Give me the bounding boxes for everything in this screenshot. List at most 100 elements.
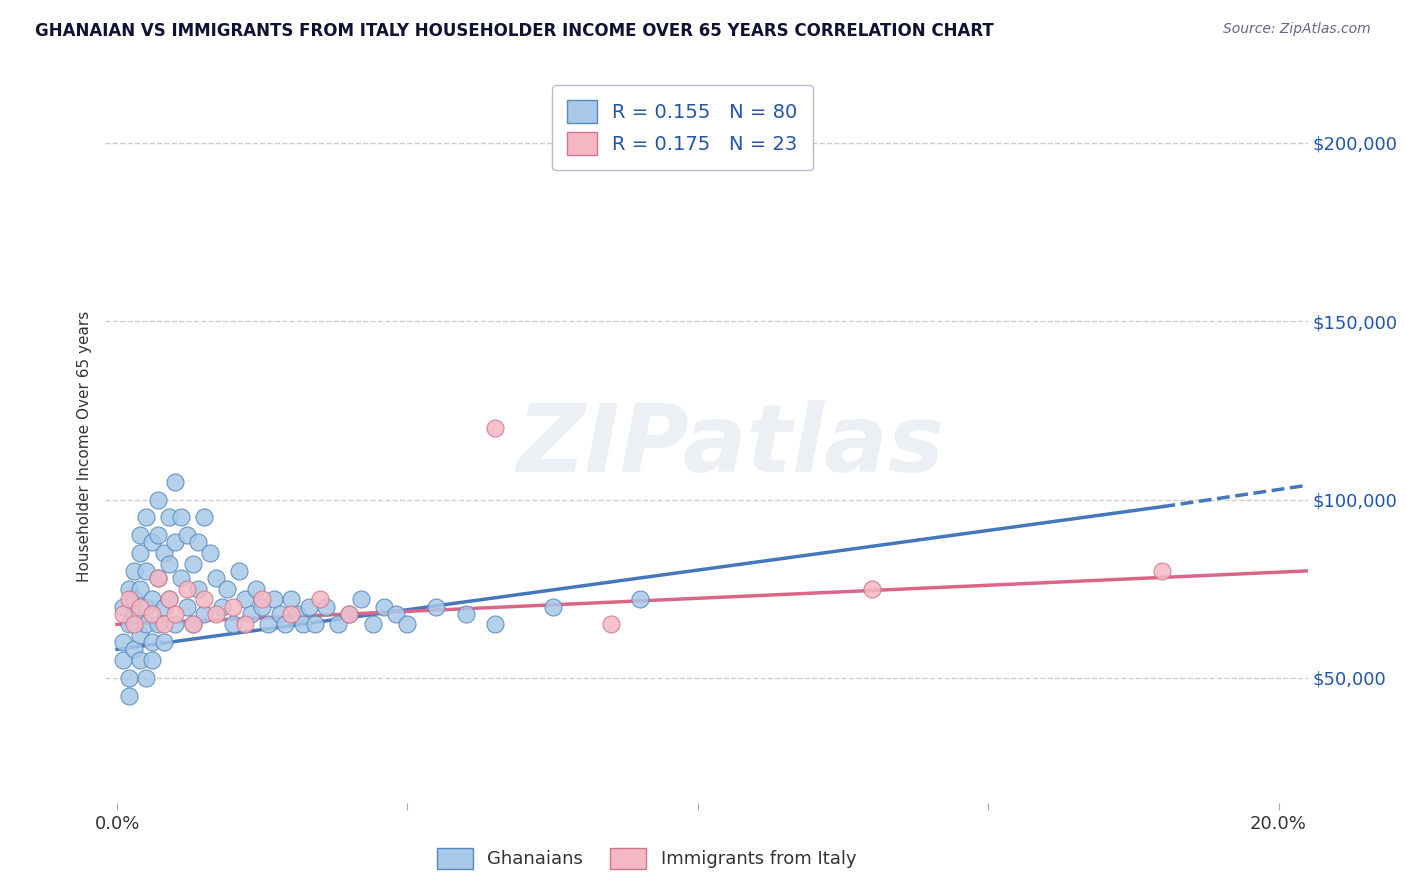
Point (118, 582, 141, 596)
Point (233, 617, 256, 632)
Point (298, 599, 321, 614)
Point (135, 617, 157, 632)
Point (165, 475, 187, 489)
Point (157, 592, 180, 607)
Point (285, 607, 308, 621)
Point (181, 617, 204, 632)
Point (118, 689, 141, 703)
Text: ZIPatlas: ZIPatlas (516, 400, 945, 492)
Point (124, 607, 146, 621)
Point (152, 546, 174, 560)
Point (146, 617, 169, 632)
Point (141, 607, 163, 621)
Point (141, 535, 163, 549)
Point (198, 546, 221, 560)
Point (152, 635, 174, 649)
Legend: Ghanaians, Immigrants from Italy: Ghanaians, Immigrants from Italy (429, 840, 863, 876)
Point (860, 582, 883, 596)
Point (135, 599, 157, 614)
Point (118, 592, 141, 607)
Point (135, 564, 157, 578)
Point (257, 617, 280, 632)
Point (181, 557, 204, 571)
Point (152, 599, 174, 614)
Point (146, 492, 169, 507)
Point (165, 607, 187, 621)
Point (269, 607, 291, 621)
Point (326, 617, 349, 632)
Point (146, 571, 169, 585)
Point (315, 599, 337, 614)
Point (291, 617, 314, 632)
Point (170, 510, 193, 524)
Point (187, 535, 209, 549)
Point (222, 617, 245, 632)
Point (304, 617, 326, 632)
Point (181, 617, 204, 632)
Point (252, 592, 274, 607)
Point (274, 617, 297, 632)
Point (111, 635, 134, 649)
Point (204, 571, 226, 585)
Point (124, 617, 146, 632)
Point (396, 617, 419, 632)
Point (337, 607, 360, 621)
Point (176, 528, 198, 542)
Point (280, 592, 302, 607)
Point (628, 592, 651, 607)
Point (129, 628, 152, 642)
Point (1152, 564, 1174, 578)
Point (157, 557, 180, 571)
Point (146, 528, 169, 542)
Point (111, 599, 134, 614)
Point (228, 564, 250, 578)
Point (176, 582, 198, 596)
Point (222, 599, 245, 614)
Point (111, 653, 134, 667)
Point (111, 607, 134, 621)
Point (124, 642, 146, 657)
Point (233, 592, 256, 607)
Point (484, 421, 506, 435)
Point (217, 582, 239, 596)
Point (193, 607, 215, 621)
Point (211, 599, 233, 614)
Point (425, 599, 447, 614)
Point (170, 571, 193, 585)
Point (157, 510, 180, 524)
Point (245, 582, 267, 596)
Point (309, 592, 332, 607)
Point (541, 599, 564, 614)
Point (176, 599, 198, 614)
Point (146, 571, 169, 585)
Text: GHANAIAN VS IMMIGRANTS FROM ITALY HOUSEHOLDER INCOME OVER 65 YEARS CORRELATION C: GHANAIAN VS IMMIGRANTS FROM ITALY HOUSEH… (35, 22, 994, 40)
Point (124, 592, 146, 607)
Point (350, 592, 373, 607)
Point (263, 592, 285, 607)
Point (165, 535, 187, 549)
Point (118, 671, 141, 685)
Point (280, 607, 302, 621)
Point (135, 671, 157, 685)
Point (165, 617, 187, 632)
Point (337, 607, 360, 621)
Point (484, 617, 506, 632)
Point (187, 582, 209, 596)
Text: Source: ZipAtlas.com: Source: ZipAtlas.com (1223, 22, 1371, 37)
Point (252, 599, 274, 614)
Point (129, 582, 152, 596)
Point (129, 546, 152, 560)
Point (193, 510, 215, 524)
Point (141, 635, 163, 649)
Point (129, 528, 152, 542)
Point (129, 653, 152, 667)
Y-axis label: Householder Income Over 65 years: Householder Income Over 65 years (77, 310, 93, 582)
Point (141, 592, 163, 607)
Point (118, 617, 141, 632)
Point (135, 510, 157, 524)
Point (373, 599, 395, 614)
Point (454, 607, 477, 621)
Point (141, 653, 163, 667)
Point (129, 599, 152, 614)
Point (152, 617, 174, 632)
